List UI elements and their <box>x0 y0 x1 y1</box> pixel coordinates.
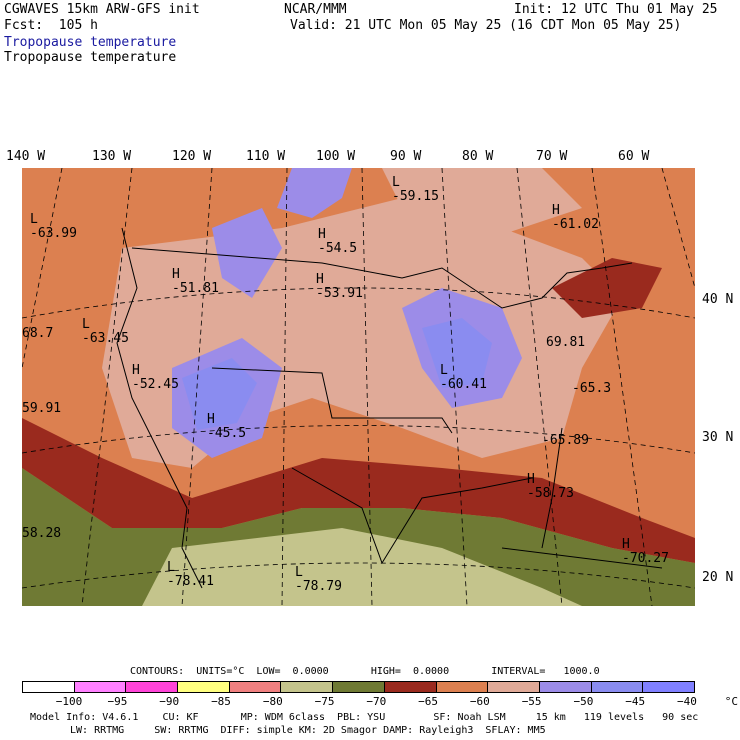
forecast-hour: Fcst: 105 h <box>4 18 98 33</box>
pressure-label: H -61.02 <box>552 203 599 232</box>
pressure-label: L -63.45 <box>82 317 129 346</box>
pressure-label: L -78.41 <box>167 560 214 589</box>
color-bar-swatch <box>591 682 644 692</box>
model-info-line2: LW: RRTMG SW: RRTMG DIFF: simple KM: 2D … <box>70 725 546 736</box>
color-bar-swatch <box>643 682 694 692</box>
field-title-1: Tropopause temperature <box>4 35 177 50</box>
pressure-label: H -52.45 <box>132 363 179 392</box>
valid-time: Valid: 21 UTC Mon 05 May 25 (16 CDT Mon … <box>290 18 682 33</box>
color-bar-swatch <box>229 682 282 692</box>
color-bar-swatch <box>126 682 179 692</box>
color-bar-label: −100 <box>55 695 83 708</box>
pressure-label: 69.81 <box>546 335 586 350</box>
field-title-2: Tropopause temperature <box>4 50 177 65</box>
lon-label: 130 W <box>92 149 132 164</box>
color-bar-label: −60 <box>469 695 490 708</box>
color-bar-swatch <box>333 682 385 692</box>
init-time: Init: 12 UTC Thu 01 May 25 <box>514 2 718 17</box>
color-bar-swatch <box>384 682 437 692</box>
color-bar-label: −90 <box>159 695 180 708</box>
pressure-label: -65.3 <box>572 381 612 396</box>
pressure-label: L -63.99 <box>30 212 77 241</box>
lon-label: 90 W <box>390 149 422 164</box>
center-label: NCAR/MMM <box>284 2 347 17</box>
pressure-label: L -78.79 <box>295 565 342 594</box>
color-bar-swatch <box>74 682 127 692</box>
color-bar-label: −65 <box>418 695 439 708</box>
pressure-label: 58.28 <box>22 526 62 541</box>
lon-label: 100 W <box>316 149 356 164</box>
color-bar-label: −70 <box>366 695 387 708</box>
color-bar-swatch <box>488 682 540 692</box>
lat-label: 30 N <box>702 430 734 445</box>
pressure-label: H -54.5 <box>318 227 358 256</box>
color-bar <box>22 681 695 693</box>
map-canvas <box>22 168 695 606</box>
pressure-label: L -60.41 <box>440 363 487 392</box>
color-bar-label: −95 <box>107 695 128 708</box>
lat-label: 20 N <box>702 570 734 585</box>
color-bar-label: −75 <box>314 695 335 708</box>
color-bar-label: −80 <box>262 695 283 708</box>
lon-label: 60 W <box>618 149 650 164</box>
color-bar-swatch <box>178 682 230 692</box>
model-info-line1: Model Info: V4.6.1 CU: KF MP: WDM 6class… <box>30 712 699 723</box>
pressure-label: 59.91 <box>22 401 62 416</box>
pressure-label: -65.89 <box>542 433 589 448</box>
color-bar-label: −40 <box>677 695 697 708</box>
tropopause-temperature-map: L -59.15 L -63.99 H -61.02 H -54.5 H -51… <box>22 168 695 606</box>
lon-label: 70 W <box>536 149 568 164</box>
color-bar-label: −45 <box>625 695 646 708</box>
pressure-label: H -45.5 <box>207 412 247 441</box>
color-bar-label: −50 <box>573 695 594 708</box>
lon-label: 80 W <box>462 149 494 164</box>
color-bar-swatch <box>436 682 489 692</box>
color-bar-swatch <box>23 682 75 692</box>
color-bar-label: °C <box>724 695 739 708</box>
contours-info: CONTOURS: UNITS=°C LOW= 0.0000 HIGH= 0.0… <box>130 666 600 677</box>
color-bar-label: −55 <box>521 695 542 708</box>
pressure-label: H -70.27 <box>622 537 669 566</box>
pressure-label: L -59.15 <box>392 175 439 204</box>
lon-label: 120 W <box>172 149 212 164</box>
pressure-label: H -58.73 <box>527 472 574 501</box>
color-bar-swatch <box>281 682 334 692</box>
lat-label: 40 N <box>702 292 734 307</box>
model-title: CGWAVES 15km ARW-GFS init <box>4 2 200 17</box>
pressure-label: 68.7 <box>22 326 54 341</box>
lon-label: 110 W <box>246 149 286 164</box>
color-bar-label: −85 <box>211 695 231 708</box>
color-bar-swatch <box>539 682 592 692</box>
lon-label: 140 W <box>6 149 46 164</box>
pressure-label: H -51.81 <box>172 267 219 296</box>
pressure-label: H -53.91 <box>316 272 363 301</box>
